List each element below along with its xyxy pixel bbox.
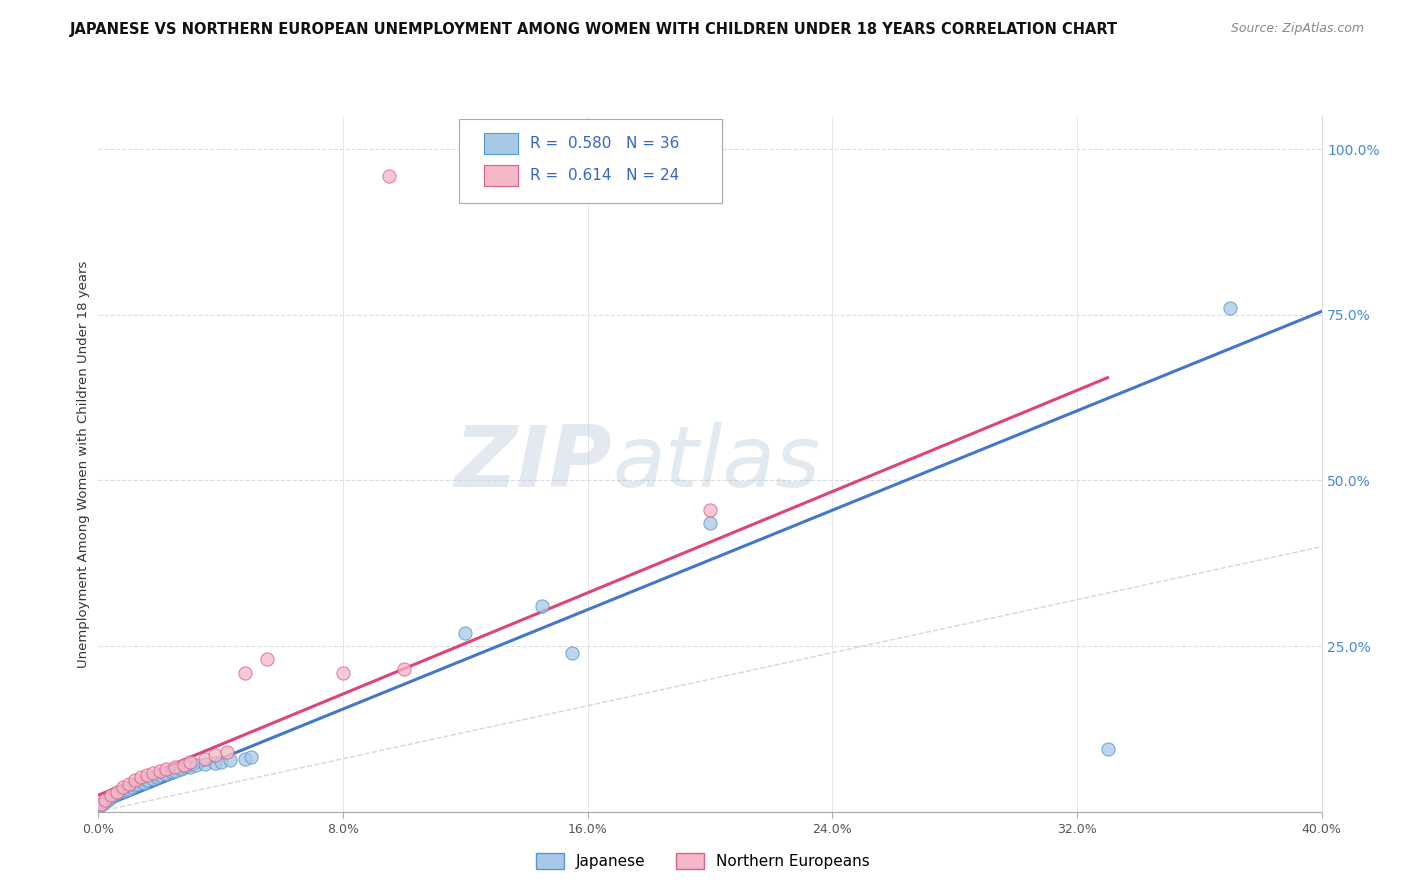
Point: [530, 599, 553, 614]
Point: [93, 795, 115, 809]
Point: [149, 764, 172, 778]
Point: [173, 758, 195, 772]
Point: [97, 793, 120, 807]
Point: [93, 793, 115, 807]
Point: [392, 662, 416, 676]
Point: [378, 169, 401, 183]
Point: [149, 768, 172, 782]
Point: [163, 759, 186, 773]
Point: [699, 503, 721, 517]
Point: [155, 762, 177, 776]
Text: R =  0.580   N = 36: R = 0.580 N = 36: [530, 136, 679, 152]
Point: [163, 764, 186, 778]
Point: [124, 772, 146, 787]
Text: atlas: atlas: [612, 422, 820, 506]
Point: [1097, 741, 1119, 756]
Point: [111, 780, 134, 794]
Point: [90, 798, 112, 813]
Point: [204, 756, 226, 771]
FancyBboxPatch shape: [484, 133, 517, 154]
Point: [124, 778, 146, 792]
Point: [105, 786, 128, 800]
Point: [561, 646, 583, 660]
Text: JAPANESE VS NORTHERN EUROPEAN UNEMPLOYMENT AMONG WOMEN WITH CHILDREN UNDER 18 YE: JAPANESE VS NORTHERN EUROPEAN UNEMPLOYME…: [70, 22, 1118, 37]
Point: [136, 768, 159, 782]
Point: [179, 759, 201, 773]
Point: [129, 770, 152, 784]
Point: [204, 748, 226, 763]
Point: [127, 777, 149, 791]
Point: [179, 755, 201, 769]
Point: [145, 770, 167, 784]
Point: [136, 772, 159, 787]
Point: [111, 783, 134, 797]
Point: [170, 762, 193, 776]
Point: [256, 652, 278, 666]
Point: [142, 766, 165, 780]
Point: [134, 776, 156, 790]
Point: [699, 516, 721, 531]
Point: [90, 797, 112, 811]
Point: [115, 782, 138, 797]
Text: ZIP: ZIP: [454, 422, 612, 506]
Point: [454, 625, 477, 640]
FancyBboxPatch shape: [460, 120, 723, 203]
Y-axis label: Unemployment Among Women with Children Under 18 years: Unemployment Among Women with Children U…: [77, 260, 90, 667]
Point: [121, 780, 143, 794]
Point: [118, 781, 141, 796]
Legend: Japanese, Northern Europeans: Japanese, Northern Europeans: [530, 847, 876, 875]
Point: [332, 665, 354, 680]
Point: [105, 785, 128, 799]
Point: [215, 745, 238, 759]
Point: [118, 777, 141, 791]
Point: [233, 752, 256, 766]
Point: [194, 757, 217, 772]
Point: [108, 785, 131, 799]
Point: [240, 750, 263, 764]
Point: [155, 767, 177, 781]
Point: [100, 790, 122, 805]
Point: [100, 788, 122, 802]
Point: [209, 755, 232, 769]
Point: [1219, 301, 1241, 315]
Point: [194, 752, 217, 766]
Text: R =  0.614   N = 24: R = 0.614 N = 24: [530, 168, 679, 183]
Point: [233, 665, 256, 680]
FancyBboxPatch shape: [484, 165, 517, 186]
Point: [142, 772, 165, 786]
Point: [103, 788, 125, 802]
Text: Source: ZipAtlas.com: Source: ZipAtlas.com: [1230, 22, 1364, 36]
Point: [160, 764, 183, 779]
Point: [219, 753, 242, 767]
Point: [186, 758, 208, 772]
